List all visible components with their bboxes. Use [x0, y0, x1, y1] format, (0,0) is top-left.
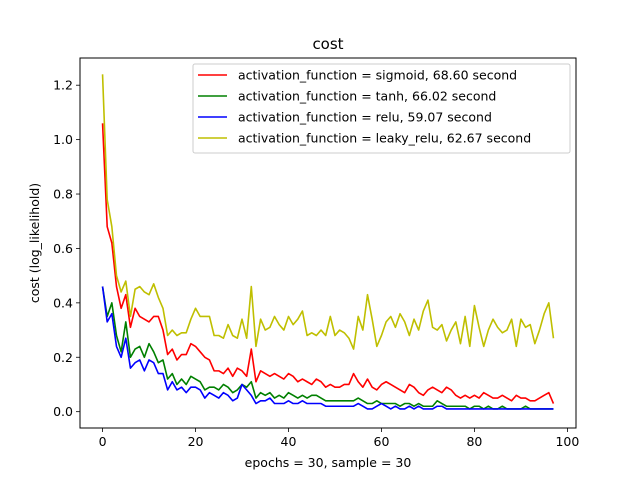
y-tick-label-3: 0.6	[53, 241, 73, 256]
series-line-0	[101, 123, 555, 404]
legend-label-1: activation_function = tanh, 66.02 second	[238, 89, 496, 104]
legend-label-2: activation_function = relu, 59.07 second	[238, 110, 492, 125]
y-tick-label-1: 0.2	[53, 350, 73, 365]
y-tick-label-2: 0.4	[53, 295, 73, 310]
chart-title: cost	[312, 35, 343, 53]
plot-area: 0 20 40 60 80 100 0.0 0.2 0.4 0.6 0.8 1.0 1.2	[53, 57, 579, 449]
legend-box	[192, 63, 571, 154]
series-line-3	[101, 74, 555, 350]
x-tick-label-1: 20	[188, 434, 204, 449]
x-axis-label: epochs = 30, sample = 30	[245, 455, 412, 470]
x-tick-label-2: 40	[281, 434, 297, 449]
x-axis-ticks: 0 20 40 60 80 100	[99, 428, 579, 449]
y-axis-ticks: 0.0 0.2 0.4 0.6 0.8 1.0 1.2	[53, 78, 80, 419]
y-tick-label-4: 0.8	[53, 187, 73, 202]
series-layer	[101, 74, 555, 410]
x-tick-label-3: 60	[374, 434, 390, 449]
legend-label-3: activation_function = leaky_relu, 62.67 …	[238, 131, 531, 146]
x-tick-label-5: 100	[555, 434, 579, 449]
axes-frame	[79, 57, 577, 429]
y-axis-label: cost (log_likelihold)	[27, 183, 42, 303]
series-line-1	[101, 286, 554, 410]
y-tick-label-6: 1.2	[53, 78, 73, 93]
x-tick-label-0: 0	[99, 434, 107, 449]
series-line-2	[101, 286, 554, 410]
x-tick-label-4: 80	[466, 434, 482, 449]
legend-label-0: activation_function = sigmoid, 68.60 sec…	[238, 68, 517, 83]
y-tick-label-0: 0.0	[53, 404, 73, 419]
y-tick-label-5: 1.0	[53, 132, 73, 147]
legend: activation_function = sigmoid, 68.60 sec…	[192, 63, 571, 154]
